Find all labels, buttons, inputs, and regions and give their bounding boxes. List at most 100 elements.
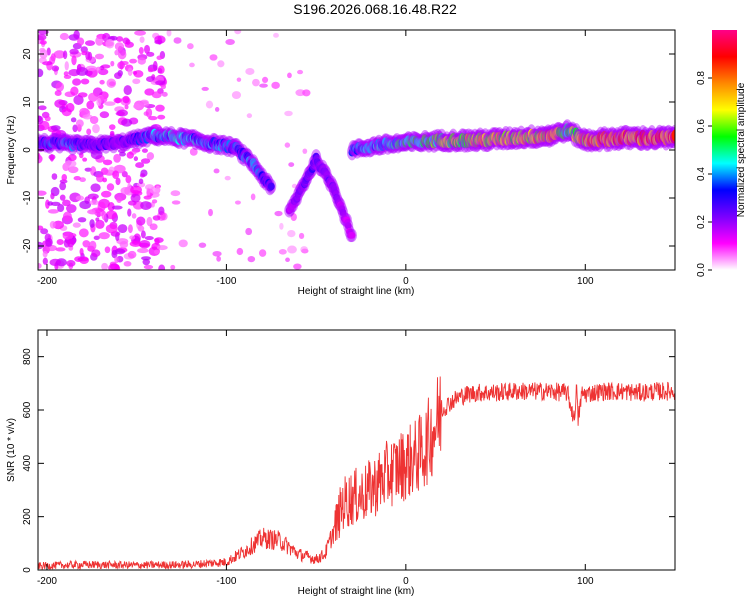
colorbar-tick-label: 0.8	[696, 71, 707, 85]
noise-blob	[38, 105, 47, 111]
noise-blob	[139, 101, 150, 108]
noise-blob	[262, 76, 269, 83]
noise-blob	[136, 216, 146, 226]
noise-blob	[101, 190, 112, 198]
noise-blob	[252, 78, 260, 87]
noise-blob	[157, 65, 165, 74]
noise-blob	[95, 217, 100, 222]
y-tick-label: 20	[22, 48, 33, 60]
noise-blob	[121, 118, 133, 127]
noise-blob	[151, 199, 158, 204]
noise-blob	[152, 60, 158, 71]
noise-blob	[170, 190, 181, 197]
noise-blob	[279, 222, 284, 230]
noise-blob	[154, 249, 160, 255]
noise-blob	[102, 159, 113, 166]
noise-blob	[92, 124, 100, 134]
noise-blob	[137, 248, 149, 254]
noise-blob	[287, 229, 296, 238]
noise-blob	[73, 175, 81, 181]
noise-blob	[208, 208, 213, 217]
noise-blob	[96, 174, 105, 183]
chart-title: S196.2026.068.16.48.R22	[293, 1, 457, 17]
noise-blob	[38, 190, 47, 196]
noise-blob	[42, 257, 48, 265]
noise-blob	[139, 173, 146, 178]
noise-blob	[84, 167, 93, 172]
noise-blob	[113, 97, 123, 104]
noise-blob	[109, 124, 116, 130]
ridge-core	[348, 231, 356, 239]
noise-blob	[155, 185, 161, 194]
y-tick-label: 200	[22, 508, 33, 525]
noise-blob	[155, 104, 165, 112]
noise-blob	[96, 97, 102, 107]
noise-blob	[104, 246, 111, 254]
noise-blob	[114, 256, 119, 264]
noise-blob	[295, 89, 306, 97]
noise-blob	[285, 257, 290, 263]
noise-blob	[75, 119, 84, 128]
noise-blob	[73, 30, 80, 40]
noise-blob	[130, 185, 142, 195]
ridge-core	[344, 222, 352, 230]
y-tick-label: 600	[22, 401, 33, 418]
noise-blob	[127, 250, 137, 259]
noise-blob	[155, 80, 166, 86]
noise-blob	[189, 62, 195, 68]
noise-blob	[97, 201, 106, 212]
ridge-core	[308, 165, 316, 174]
noise-blob	[68, 154, 77, 162]
noise-blob	[64, 160, 77, 168]
y-tick-label: 400	[22, 455, 33, 472]
noise-blob	[136, 181, 146, 188]
noise-blob	[160, 84, 167, 90]
noise-blob	[42, 61, 53, 66]
x-tick-label: 0	[403, 276, 409, 287]
noise-blob	[130, 193, 141, 203]
noise-blob	[273, 32, 279, 38]
noise-blob	[39, 40, 47, 45]
x-tick-label: 100	[577, 576, 594, 587]
noise-blob	[144, 44, 151, 54]
noise-blob	[90, 183, 101, 192]
noise-blob	[82, 114, 93, 120]
noise-blob	[65, 102, 75, 113]
noise-blob	[114, 248, 126, 255]
noise-blob	[290, 213, 297, 221]
noise-blob	[231, 91, 242, 100]
noise-blob	[115, 111, 125, 116]
noise-blob	[236, 77, 242, 82]
noise-blob	[59, 194, 66, 201]
x-tick-label: -100	[216, 276, 236, 287]
noise-blob	[124, 41, 134, 48]
noise-blob	[132, 70, 138, 75]
colorbar-ticks: 0.0 0.2 0.4 0.6 0.8	[696, 71, 712, 277]
noise-blob	[42, 250, 48, 258]
noise-blob	[89, 219, 95, 228]
noise-blob	[79, 256, 89, 265]
noise-blob	[114, 264, 121, 270]
noise-blob	[236, 247, 244, 256]
noise-blob	[124, 104, 129, 110]
noise-blob	[234, 30, 242, 35]
noise-blob	[198, 242, 207, 248]
noise-blob	[38, 225, 44, 231]
noise-blob	[85, 51, 91, 60]
noise-blob	[52, 220, 64, 230]
noise-blob	[122, 95, 130, 104]
noise-blob	[105, 224, 118, 234]
noise-blob	[112, 170, 120, 180]
y-tick-label: -20	[22, 238, 33, 253]
noise-blob	[138, 47, 144, 55]
x-tick-label: -200	[37, 576, 57, 587]
colorbar-tick-label: 0.0	[696, 263, 707, 277]
noise-blob	[291, 183, 298, 189]
noise-blob	[160, 212, 168, 221]
noise-blob	[133, 156, 139, 162]
noise-blob	[258, 249, 267, 257]
ridge-core	[267, 182, 275, 191]
noise-blob	[154, 39, 163, 45]
ridge-core	[339, 208, 347, 217]
